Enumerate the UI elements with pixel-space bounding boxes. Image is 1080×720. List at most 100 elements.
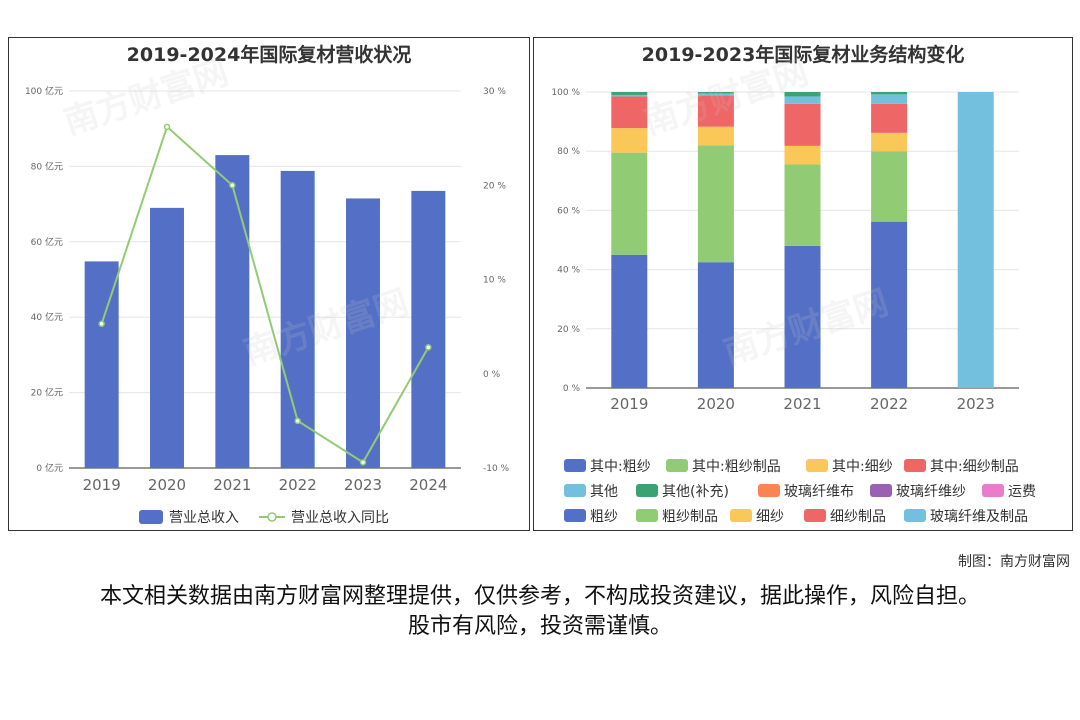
stacked-bar-segment: [871, 94, 908, 104]
x-tick-label: 2022: [279, 476, 317, 494]
revenue-chart-title: 2019-2024年国际复材营收状况: [126, 44, 412, 66]
legend-swatch: [730, 509, 752, 522]
stacked-bar-segment: [697, 95, 734, 127]
legend-label: 其他: [590, 484, 618, 500]
disclaimer-text: 本文相关数据由南方财富网整理提供，仅供参考，不构成投资建议，据此操作，风险自担。…: [99, 584, 980, 639]
x-tick-label: 2019: [83, 476, 121, 494]
yoy-line: [100, 125, 430, 464]
stacked-bar-segment: [611, 94, 648, 97]
structure-chart-panel: 2019-2023年国际复材业务结构变化 0 % 20 % 40 % 60 % 80 %…: [533, 37, 1073, 531]
stacked-bar-segment: [784, 164, 821, 246]
yoy-point: [425, 344, 432, 351]
legend-swatch: [904, 459, 926, 472]
legend-label: 细纱制品: [830, 509, 886, 525]
legend-label: 其中:细纱: [832, 459, 893, 475]
stacked-bar-segment: [871, 151, 908, 222]
y-right-tick-label: -10 %: [483, 464, 510, 474]
legend-label: 玻璃纤维纱: [896, 483, 966, 500]
stacked-bar-segment: [784, 103, 821, 146]
legend-label: 其中:细纱制品: [930, 459, 1019, 475]
legend-swatch: [904, 509, 926, 522]
legend-swatch: [564, 484, 586, 497]
legend-label: 玻璃纤维及制品: [930, 508, 1028, 525]
stacked-bar-segment: [871, 132, 908, 152]
legend-label: 其中:粗纱: [590, 459, 651, 475]
revenue-chart: 0 亿元 20 亿元 40 亿元 60 亿元 80 亿元 100 亿元 -10 % 0 % 10…: [25, 85, 510, 526]
legend-swatch: [804, 509, 826, 522]
yoy-point: [163, 123, 171, 131]
revenue-bar: [346, 198, 380, 468]
yoy-point: [229, 182, 236, 189]
legend-swatch: [564, 459, 586, 472]
y-left-tick-label: 40 亿元: [31, 311, 63, 323]
x-tick-label: 2022: [870, 395, 908, 413]
y-right-tick-label: 0 %: [483, 370, 501, 380]
legend-swatch: [758, 484, 780, 497]
y-right-tick-label: 20 %: [483, 181, 506, 191]
x-tick-label: 2020: [697, 395, 735, 413]
legend-label: 其中:粗纱制品: [692, 459, 781, 475]
stacked-bar-segment: [611, 254, 648, 388]
legend-swatch: [982, 484, 1004, 497]
legend-swatch: [666, 459, 688, 472]
legend-label: 玻璃纤维布: [784, 483, 854, 500]
x-tick-label: 2023: [344, 476, 382, 494]
stacked-bar-segment: [871, 92, 908, 95]
legend-label: 细纱: [756, 509, 784, 525]
x-tick-label: 2021: [213, 476, 251, 494]
yoy-point: [359, 459, 367, 466]
structure-chart: 0 % 20 % 40 % 60 % 80 % 100 % 2019 2020 2021 2022…: [551, 88, 1036, 525]
legend-label: 粗纱: [590, 509, 618, 525]
y-left-tick-label: 60 亿元: [31, 236, 63, 248]
stacked-bar-segment: [697, 126, 734, 146]
x-tick-label: 2021: [783, 395, 821, 413]
x-tick-label: 2020: [148, 476, 186, 494]
revenue-bar: [215, 155, 250, 468]
stacked-bar-segment: [611, 96, 648, 129]
legend-swatch-yoy-marker: [267, 512, 277, 522]
legend-label: 运费: [1008, 484, 1036, 500]
y-right-tick-label: 10 %: [483, 276, 506, 286]
revenue-bar: [84, 261, 119, 468]
stacked-bar-segment: [784, 96, 821, 104]
y-tick-label: 0 %: [563, 384, 581, 394]
stacked-bar-segment: [697, 92, 734, 94]
y-right-tick-label: 30 %: [483, 87, 506, 97]
y-left-tick-label: 20 亿元: [31, 387, 63, 399]
revenue-bar: [411, 190, 446, 468]
legend-label: 营业总收入: [169, 510, 239, 526]
x-tick-label: 2024: [409, 476, 447, 494]
y-left-tick-label: 100 亿元: [25, 85, 63, 97]
legend-swatch: [636, 484, 658, 497]
stacked-bar-segment: [871, 103, 908, 133]
stacked-bar-segment: [957, 92, 994, 388]
stacked-bar-segment: [784, 145, 821, 165]
chart-credit: 制图：南方财富网: [958, 554, 1070, 570]
y-tick-label: 60 %: [557, 206, 580, 216]
yoy-point: [98, 320, 105, 328]
y-tick-label: 80 %: [557, 147, 580, 157]
stacked-bar-segment: [697, 145, 734, 263]
stacked-bar-segment: [611, 92, 648, 95]
stacked-bar-segment: [611, 128, 648, 153]
y-left-tick-label: 0 亿元: [36, 462, 63, 474]
stacked-bar-segment: [697, 262, 734, 388]
yoy-point: [294, 417, 301, 425]
legend-swatch: [636, 509, 658, 522]
legend-label: 营业总收入同比: [291, 510, 389, 526]
y-tick-label: 100 %: [551, 88, 580, 98]
stacked-bar-segment: [871, 221, 908, 388]
stacked-bar-segment: [784, 92, 821, 97]
stacked-bar-segment: [697, 93, 734, 96]
x-tick-label: 2019: [610, 395, 648, 413]
legend-swatch: [564, 509, 586, 522]
legend-swatch-revenue: [139, 510, 163, 524]
stacked-bar-segment: [611, 152, 648, 255]
y-tick-label: 40 %: [557, 266, 580, 276]
legend-label: 粗纱制品: [662, 509, 718, 525]
legend-swatch: [870, 484, 892, 497]
stacked-bar-segment: [784, 245, 821, 388]
structure-chart-title: 2019-2023年国际复材业务结构变化: [641, 44, 965, 66]
legend-label: 其他(补充): [662, 484, 729, 500]
y-left-tick-label: 80 亿元: [31, 160, 63, 172]
